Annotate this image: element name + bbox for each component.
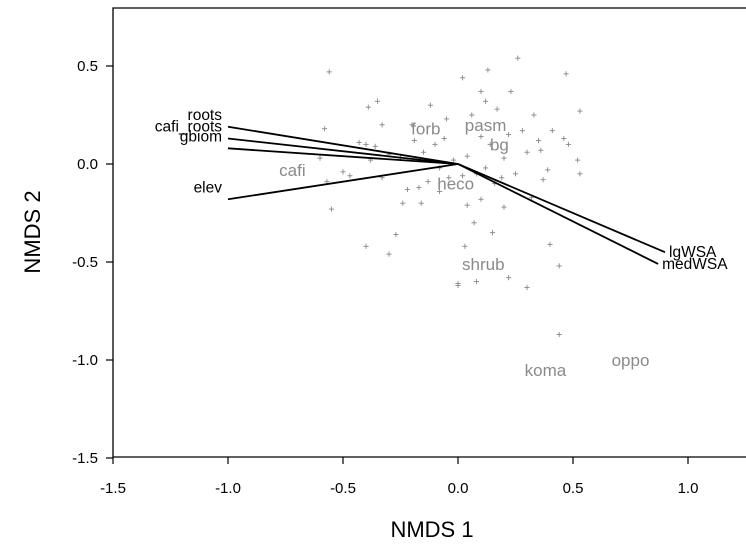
site-point (513, 171, 518, 176)
x-tick-label: 0.5 (563, 480, 584, 497)
site-point (421, 150, 426, 155)
site-point (478, 89, 483, 94)
site-point (451, 157, 456, 162)
site-point (515, 56, 520, 61)
site-points (317, 56, 582, 338)
site-point (462, 244, 467, 249)
site-point (566, 142, 571, 147)
site-point (347, 173, 352, 178)
site-point (550, 128, 555, 133)
y-tick-label: -0.5 (72, 254, 98, 271)
site-point (322, 126, 327, 131)
site-point (405, 187, 410, 192)
site-point (524, 150, 529, 155)
y-tick-label: -1.0 (72, 352, 98, 369)
site-point (501, 205, 506, 210)
vector-label-medWSA: medWSA (662, 256, 728, 273)
site-point (478, 197, 483, 202)
species-label-heco: heco (437, 175, 474, 194)
species-label-bg: bg (490, 135, 509, 154)
vector-label-gbiom: gbiom (180, 128, 222, 145)
site-point (465, 154, 470, 159)
site-point (373, 144, 378, 149)
vector-lgWSA (458, 164, 665, 252)
site-point (432, 142, 437, 147)
site-point (327, 69, 332, 74)
x-ticks: -1.5 -1.0 -0.5 0.0 0.5 1.0 (100, 457, 698, 497)
species-label-pasm: pasm (465, 116, 507, 135)
y-axis-title: NMDS 2 (20, 190, 45, 273)
axes (113, 8, 746, 457)
x-tick-label: 0.0 (448, 480, 469, 497)
site-point (564, 71, 569, 76)
plot-frame (113, 8, 746, 457)
site-point (426, 179, 431, 184)
site-point (547, 242, 552, 247)
site-point (380, 122, 385, 127)
site-point (520, 128, 525, 133)
site-point (538, 148, 543, 153)
site-point (460, 75, 465, 80)
species-label-koma: koma (525, 361, 567, 380)
species-label-forb: forb (411, 120, 440, 139)
site-point (485, 67, 490, 72)
site-point (557, 332, 562, 337)
y-tick-label: -1.5 (72, 450, 98, 467)
site-point (524, 285, 529, 290)
species-label-cafi: cafi (279, 161, 305, 180)
site-point (508, 89, 513, 94)
site-point (340, 169, 345, 174)
site-point (495, 107, 500, 112)
site-point (575, 157, 580, 162)
site-point (442, 136, 447, 141)
site-point (483, 165, 488, 170)
site-point (400, 201, 405, 206)
site-point (357, 140, 362, 145)
site-point (465, 203, 470, 208)
site-point (416, 185, 421, 190)
site-point (375, 99, 380, 104)
site-point (561, 136, 566, 141)
x-tick-label: -0.5 (330, 480, 356, 497)
site-point (501, 156, 506, 161)
site-point (499, 175, 504, 180)
site-point (317, 156, 322, 161)
x-tick-label: -1.0 (215, 480, 241, 497)
site-point (531, 112, 536, 117)
y-tick-label: 0.5 (77, 58, 98, 75)
y-ticks: 0.5 0.0 -0.5 -1.0 -1.5 (72, 58, 113, 467)
site-point (419, 201, 424, 206)
site-point (474, 279, 479, 284)
site-point (545, 167, 550, 172)
site-point (329, 206, 334, 211)
site-point (393, 232, 398, 237)
site-point (490, 230, 495, 235)
site-point (363, 142, 368, 147)
vector-label-elev: elev (194, 179, 223, 196)
site-point (577, 171, 582, 176)
site-point (472, 220, 477, 225)
x-tick-label: 1.0 (678, 480, 699, 497)
site-point (541, 177, 546, 182)
site-point (506, 275, 511, 280)
site-point (386, 252, 391, 257)
species-label-shrub: shrub (462, 255, 505, 274)
site-point (363, 244, 368, 249)
site-point (428, 103, 433, 108)
vector-medWSA (458, 164, 658, 264)
site-point (557, 263, 562, 268)
site-point (444, 116, 449, 121)
site-point (366, 105, 371, 110)
site-point (577, 108, 582, 113)
x-tick-label: -1.5 (100, 480, 126, 497)
site-point (536, 138, 541, 143)
species-label-oppo: oppo (612, 351, 650, 370)
x-axis-title: NMDS 1 (390, 517, 473, 542)
site-point (483, 99, 488, 104)
y-tick-label: 0.0 (77, 156, 98, 173)
